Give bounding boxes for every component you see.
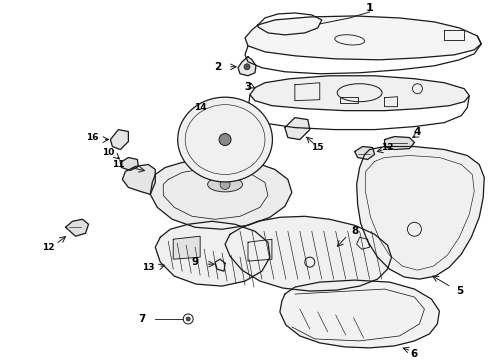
Text: 5: 5 xyxy=(456,286,463,296)
Polygon shape xyxy=(355,147,374,159)
Polygon shape xyxy=(245,16,481,60)
Polygon shape xyxy=(173,236,200,259)
Text: 7: 7 xyxy=(139,314,146,324)
Text: 6: 6 xyxy=(411,349,418,359)
Text: 13: 13 xyxy=(142,263,154,272)
Polygon shape xyxy=(238,57,256,76)
Polygon shape xyxy=(385,136,415,149)
Text: 10: 10 xyxy=(102,148,115,157)
Circle shape xyxy=(219,134,231,145)
Ellipse shape xyxy=(208,177,243,192)
Circle shape xyxy=(244,64,250,70)
Text: 14: 14 xyxy=(194,103,206,112)
Circle shape xyxy=(220,179,230,189)
Circle shape xyxy=(186,317,190,321)
Text: 2: 2 xyxy=(215,62,221,72)
Polygon shape xyxy=(280,280,440,348)
Text: 15: 15 xyxy=(312,143,324,152)
Polygon shape xyxy=(285,118,310,140)
Text: 3: 3 xyxy=(245,82,252,92)
Polygon shape xyxy=(66,219,89,236)
Polygon shape xyxy=(250,76,469,111)
Text: 9: 9 xyxy=(192,257,199,267)
Polygon shape xyxy=(155,221,270,286)
Polygon shape xyxy=(110,130,128,149)
Polygon shape xyxy=(150,159,292,229)
Text: 11: 11 xyxy=(112,160,124,169)
Text: 16: 16 xyxy=(86,133,99,142)
Polygon shape xyxy=(185,118,210,138)
Polygon shape xyxy=(357,147,484,279)
Text: 12: 12 xyxy=(42,243,55,252)
Polygon shape xyxy=(121,157,138,170)
Text: 12: 12 xyxy=(381,143,394,152)
Text: 8: 8 xyxy=(351,226,358,236)
Text: 1: 1 xyxy=(366,3,373,13)
Ellipse shape xyxy=(178,97,272,182)
Polygon shape xyxy=(225,216,392,291)
Text: 4: 4 xyxy=(414,127,421,136)
Polygon shape xyxy=(248,239,272,261)
Polygon shape xyxy=(122,165,155,194)
